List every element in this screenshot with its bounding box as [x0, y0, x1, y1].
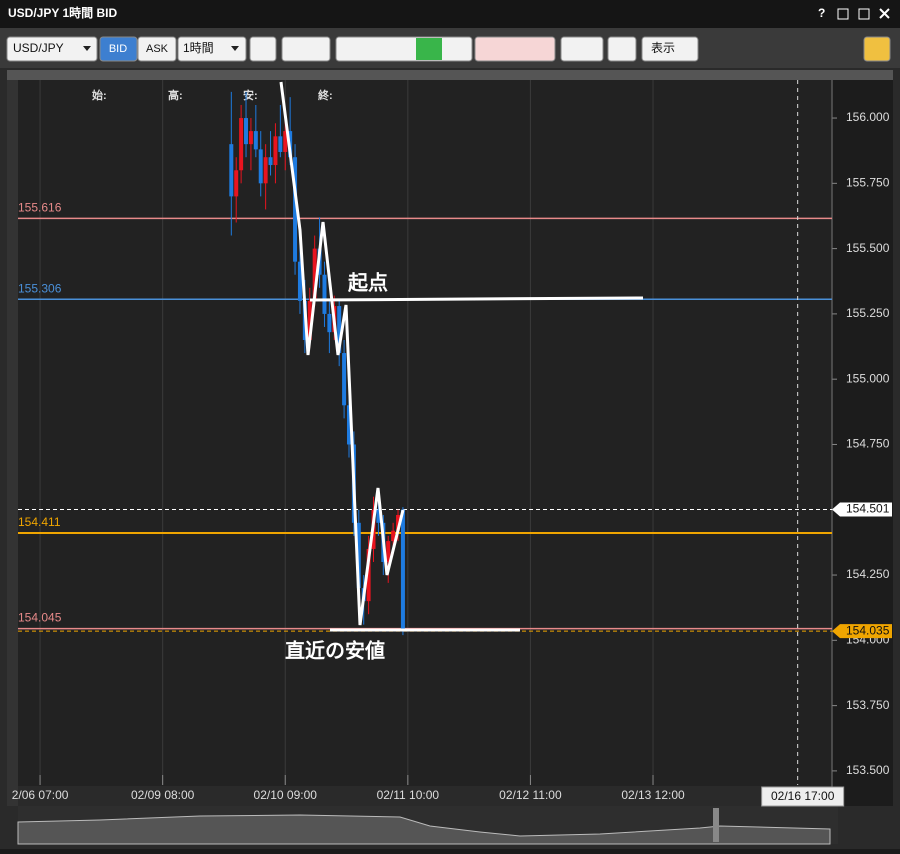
- candle-body: [258, 149, 263, 184]
- ohlc-label: 終:: [318, 88, 333, 102]
- ask-text: ASK: [146, 43, 169, 55]
- hand-drawn-zigzag: [279, 81, 405, 626]
- ohlc-label: 安:: [243, 88, 258, 102]
- candle-body: [253, 131, 258, 150]
- candle-body: [346, 405, 351, 445]
- display-text: 表示: [651, 41, 675, 55]
- crosshair-box: [761, 786, 845, 807]
- ohlc-label: 始:: [92, 88, 107, 102]
- candle-body: [386, 541, 391, 562]
- symbol-select[interactable]: [6, 36, 98, 62]
- candle-body: [263, 157, 268, 184]
- hand-drawn-line: [309, 296, 644, 302]
- indicator-button[interactable]: [607, 36, 637, 62]
- candle-body: [234, 170, 239, 197]
- candle-body: [273, 136, 278, 166]
- candle-body: [400, 509, 405, 632]
- ohlc-label: 高:: [168, 88, 183, 102]
- draw-group[interactable]: [474, 36, 556, 62]
- candle-body: [356, 522, 361, 589]
- navigator-handle[interactable]: [713, 808, 719, 842]
- y-tick-label: 156.000: [846, 110, 890, 124]
- symbol-text: USD/JPY: [13, 41, 64, 55]
- x-tick-label: 02/13 12:00: [621, 788, 685, 802]
- x-tick-label: 02/09 08:00: [131, 788, 195, 802]
- current-price-label: 154.035: [846, 623, 890, 637]
- y-axis-area: [832, 80, 893, 806]
- current-price-label: 154.501: [846, 502, 890, 516]
- zoom-group[interactable]: [335, 36, 473, 62]
- candle-body: [396, 514, 401, 531]
- help-button[interactable]: ?: [818, 6, 825, 20]
- pen-button[interactable]: [560, 36, 604, 62]
- y-tick-label: 155.750: [846, 175, 890, 189]
- collapse-bar[interactable]: [7, 70, 893, 80]
- candle-body: [312, 248, 317, 301]
- x-tick-label: 2/06 07:00: [12, 788, 69, 802]
- y-tick-label: 155.000: [846, 371, 890, 385]
- price-line-label: 155.306: [18, 281, 62, 295]
- candle-body: [366, 548, 371, 602]
- candle-body: [327, 313, 332, 333]
- y-tick-label: 155.500: [846, 241, 890, 255]
- candle-body: [239, 118, 244, 171]
- price-line-label: 154.045: [18, 611, 62, 625]
- y-tick-label: 154.750: [846, 437, 890, 451]
- x-tick-label: 02/10 09:00: [254, 788, 318, 802]
- plot-area: [18, 80, 832, 786]
- price-pointer: [832, 502, 892, 517]
- y-tick-label: 154.250: [846, 567, 890, 581]
- bid-text: BID: [109, 43, 127, 55]
- price-pointer: [832, 624, 892, 639]
- fit-button[interactable]: [416, 38, 442, 60]
- candle-body: [342, 353, 347, 406]
- candle-body: [268, 157, 273, 166]
- candle-body: [283, 131, 288, 152]
- candle-body: [248, 131, 253, 145]
- timeframe-text: 1時間: [183, 41, 214, 55]
- y-tick-label: 155.250: [846, 306, 890, 320]
- candle-body: [307, 300, 312, 341]
- candle-body: [278, 136, 283, 152]
- x-tick-label: 02/12 11:00: [499, 788, 562, 802]
- restore-button[interactable]: [858, 8, 870, 20]
- title-bar: [0, 0, 900, 28]
- candle-body: [293, 157, 298, 262]
- ask-button[interactable]: [137, 36, 177, 62]
- y-tick-label: 153.500: [846, 763, 890, 777]
- side-bar: [7, 80, 18, 806]
- candle-body: [297, 261, 302, 301]
- window-title: USD/JPY 1時間 BID: [8, 5, 117, 20]
- annotation: 直近の安値: [285, 638, 385, 662]
- dropdown-arrow: [231, 46, 239, 51]
- compare-button[interactable]: [249, 36, 277, 62]
- close-button[interactable]: [879, 8, 890, 19]
- dropdown-arrow: [83, 46, 91, 51]
- annotation: 起点: [347, 271, 388, 294]
- price-line-label: 154.411: [18, 515, 61, 529]
- target-button[interactable]: [863, 36, 891, 62]
- price-line-label: 155.616: [18, 200, 62, 214]
- crosshair-label: 02/16 17:00: [771, 789, 835, 803]
- timeframe-select[interactable]: [177, 36, 247, 62]
- candle-body: [337, 306, 342, 354]
- x-tick-label: 02/11 10:00: [377, 788, 440, 802]
- bid-button[interactable]: [99, 36, 138, 62]
- chart-type-button[interactable]: [281, 36, 331, 62]
- candle-body: [391, 530, 396, 542]
- candle-body: [322, 274, 327, 314]
- navigator-area: [17, 814, 831, 845]
- candle-body: [229, 144, 234, 197]
- display-button[interactable]: [641, 36, 699, 62]
- settings-button[interactable]: [837, 8, 849, 20]
- candle-body: [244, 118, 249, 145]
- y-tick-label: 153.750: [846, 698, 890, 712]
- candle-body: [376, 509, 381, 523]
